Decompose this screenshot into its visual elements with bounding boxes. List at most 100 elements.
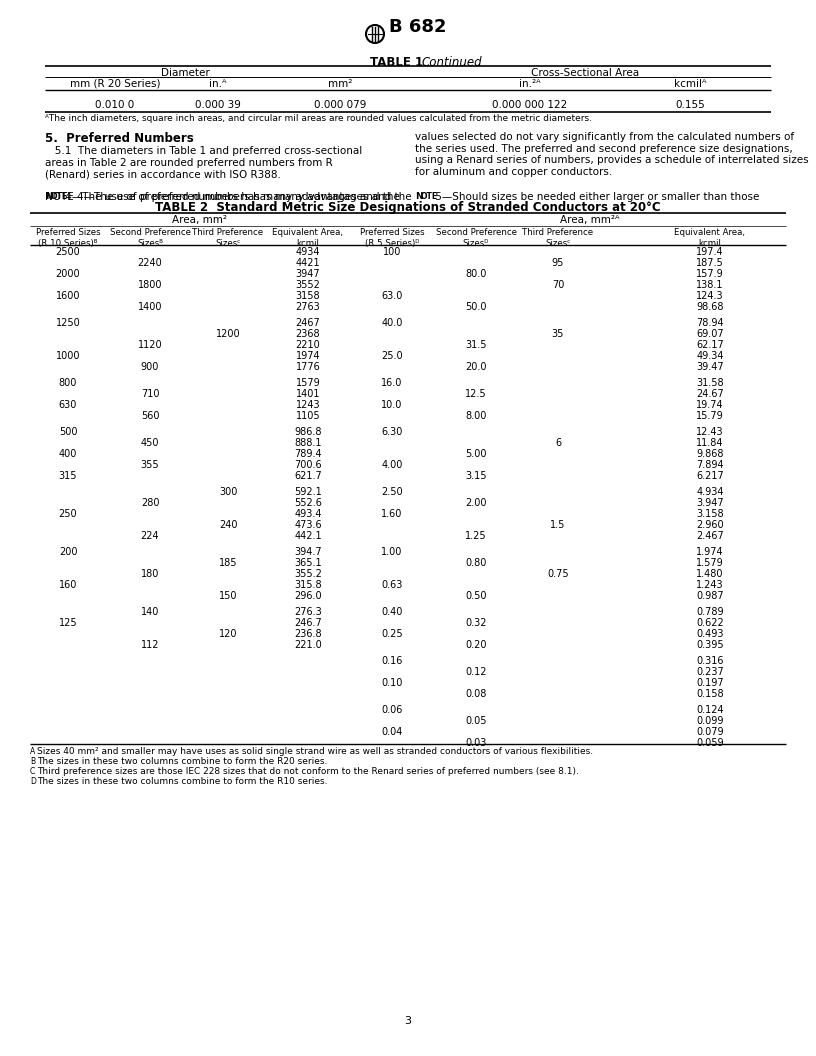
Text: 800: 800	[59, 378, 78, 388]
Text: 10.0: 10.0	[381, 400, 402, 410]
Text: 4.934: 4.934	[696, 487, 724, 497]
Text: 2.960: 2.960	[696, 520, 724, 530]
Text: 888.1: 888.1	[295, 438, 322, 448]
Text: 0.12: 0.12	[465, 667, 487, 677]
Text: 3.158: 3.158	[696, 509, 724, 518]
Text: 0.40: 0.40	[381, 607, 402, 617]
Text: 224: 224	[140, 531, 159, 541]
Text: 1579: 1579	[295, 378, 321, 388]
Text: 473.6: 473.6	[295, 520, 322, 530]
Text: 0.25: 0.25	[381, 629, 403, 639]
Text: OTE: OTE	[51, 192, 68, 201]
Text: 246.7: 246.7	[294, 618, 322, 628]
Text: TABLE 2  Standard Metric Size Designations of Stranded Conductors at 20°C: TABLE 2 Standard Metric Size Designation…	[155, 201, 661, 214]
Text: 1243: 1243	[295, 400, 321, 410]
Text: 710: 710	[140, 389, 159, 399]
Text: 0.000 39: 0.000 39	[195, 100, 241, 110]
Text: 4—The use of preferred numbers has many advantages and the: 4—The use of preferred numbers has many …	[62, 192, 400, 202]
Text: 19.74: 19.74	[696, 400, 724, 410]
Text: 11.84: 11.84	[696, 438, 724, 448]
Text: 3.15: 3.15	[465, 471, 487, 480]
Text: 5.00: 5.00	[465, 449, 487, 459]
Text: 296.0: 296.0	[295, 591, 322, 601]
Text: 0.124: 0.124	[696, 705, 724, 715]
Text: 0.197: 0.197	[696, 678, 724, 689]
Text: 1401: 1401	[295, 389, 320, 399]
Text: 40.0: 40.0	[381, 318, 402, 328]
Text: 2210: 2210	[295, 340, 321, 350]
Text: Second Preference
Sizesᴮ: Second Preference Sizesᴮ	[109, 228, 190, 248]
Text: 1.5: 1.5	[550, 520, 565, 530]
Text: 187.5: 187.5	[696, 258, 724, 268]
Text: 0.000 000 122: 0.000 000 122	[492, 100, 568, 110]
Text: 0.05: 0.05	[465, 716, 487, 727]
Text: 1800: 1800	[138, 280, 162, 290]
Text: 365.1: 365.1	[295, 558, 322, 568]
Text: 49.34: 49.34	[696, 351, 724, 361]
Text: 0.155: 0.155	[675, 100, 705, 110]
Text: Equivalent Area,
kcmil: Equivalent Area, kcmil	[273, 228, 344, 248]
Text: 5.1  The diameters in Table 1 and preferred cross-sectional
areas in Table 2 are: 5.1 The diameters in Table 1 and preferr…	[45, 146, 362, 180]
Text: 5—Should sizes be needed either larger or smaller than those: 5—Should sizes be needed either larger o…	[432, 192, 760, 202]
Text: 0.63: 0.63	[381, 580, 402, 590]
Text: 0.80: 0.80	[465, 558, 486, 568]
Text: A: A	[30, 747, 35, 755]
Text: 0.75: 0.75	[548, 569, 569, 579]
Text: Area, mm²: Area, mm²	[172, 215, 228, 225]
Text: kcmilᴬ: kcmilᴬ	[674, 79, 707, 89]
Text: OTE: OTE	[420, 192, 437, 201]
Text: 7.894: 7.894	[696, 460, 724, 470]
Text: NOTE 4—The use of preferred numbers has many advantages and the: NOTE 4—The use of preferred numbers has …	[45, 192, 411, 202]
Text: mm²: mm²	[328, 79, 353, 89]
Text: 630: 630	[59, 400, 78, 410]
Text: Third Preference
Sizesᶜ: Third Preference Sizesᶜ	[193, 228, 264, 248]
Text: 185: 185	[219, 558, 237, 568]
Text: 1.25: 1.25	[465, 531, 487, 541]
Text: 24.67: 24.67	[696, 389, 724, 399]
Text: 1600: 1600	[55, 291, 80, 301]
Text: 0.10: 0.10	[381, 678, 402, 689]
Text: 1400: 1400	[138, 302, 162, 312]
Text: 450: 450	[140, 438, 159, 448]
Text: 1.480: 1.480	[696, 569, 724, 579]
Text: 4934: 4934	[295, 247, 320, 257]
Text: 315: 315	[59, 471, 78, 480]
Text: 0.987: 0.987	[696, 591, 724, 601]
Text: 280: 280	[140, 498, 159, 508]
Text: 0.079: 0.079	[696, 727, 724, 737]
Text: 6.30: 6.30	[381, 427, 402, 437]
Text: Diameter: Diameter	[161, 68, 210, 78]
Text: 0.789: 0.789	[696, 607, 724, 617]
Text: 6.217: 6.217	[696, 471, 724, 480]
Text: 2.467: 2.467	[696, 531, 724, 541]
Text: 1.00: 1.00	[381, 547, 402, 557]
Text: Equivalent Area,
kcmil: Equivalent Area, kcmil	[675, 228, 746, 248]
Text: 789.4: 789.4	[295, 449, 322, 459]
Text: mm (R 20 Series): mm (R 20 Series)	[69, 79, 160, 89]
Text: N: N	[415, 192, 423, 201]
Text: 986.8: 986.8	[295, 427, 322, 437]
Text: The sizes in these two columns combine to form the R20 series.: The sizes in these two columns combine t…	[37, 756, 327, 766]
Text: 1120: 1120	[138, 340, 162, 350]
Text: 0.099: 0.099	[696, 716, 724, 727]
Text: C: C	[30, 767, 35, 775]
Text: 3: 3	[405, 1016, 411, 1026]
Text: 5.  Preferred Numbers: 5. Preferred Numbers	[45, 132, 193, 145]
Text: 31.5: 31.5	[465, 340, 487, 350]
Text: 2500: 2500	[55, 247, 80, 257]
Text: Continued: Continued	[422, 56, 482, 69]
Text: 0.622: 0.622	[696, 618, 724, 628]
Text: 150: 150	[219, 591, 237, 601]
Text: 3947: 3947	[295, 269, 321, 279]
Text: 160: 160	[59, 580, 78, 590]
Text: 1.243: 1.243	[696, 580, 724, 590]
Text: 2763: 2763	[295, 302, 321, 312]
Text: 78.94: 78.94	[696, 318, 724, 328]
Text: Third preference sizes are those IEC 228 sizes that do not conform to the Renard: Third preference sizes are those IEC 228…	[37, 767, 579, 775]
Text: 394.7: 394.7	[295, 547, 322, 557]
Text: 2368: 2368	[295, 329, 321, 339]
Text: 124.3: 124.3	[696, 291, 724, 301]
Text: 197.4: 197.4	[696, 247, 724, 257]
Text: 1250: 1250	[55, 318, 80, 328]
Text: 120: 120	[219, 629, 237, 639]
